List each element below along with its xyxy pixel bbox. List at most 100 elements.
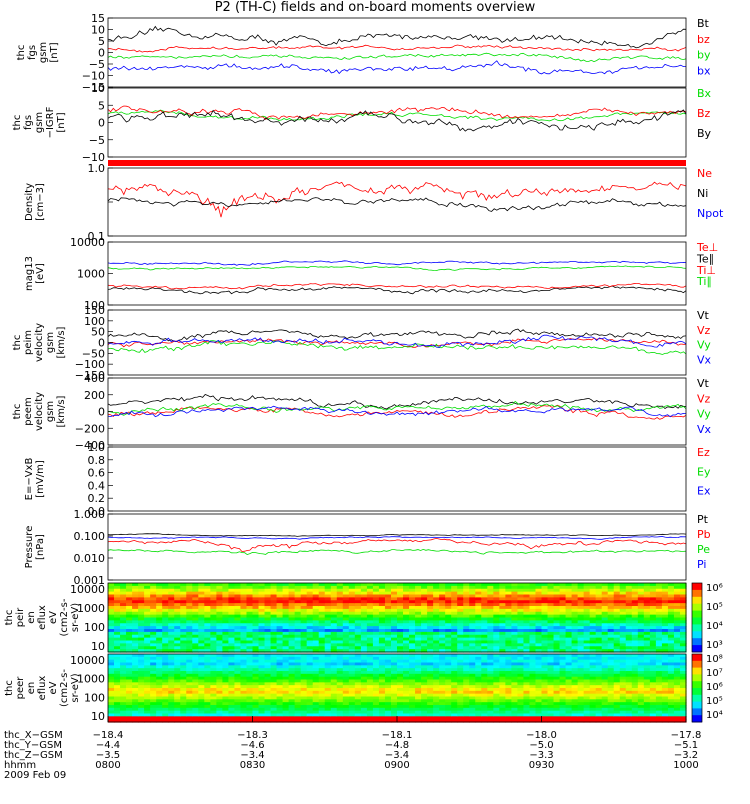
spectrogram-cell: [511, 606, 519, 610]
series-line-Bz: [107, 105, 687, 120]
spectrogram-cell: [673, 719, 681, 723]
spectrogram-cell: [348, 637, 356, 642]
spectrogram-cell: [246, 646, 254, 650]
spectrogram-cell: [493, 656, 500, 661]
spectrogram-cell: [439, 707, 446, 712]
spectrogram-cell: [384, 646, 392, 650]
spectrogram-cell: [559, 676, 567, 681]
spectrogram-cell: [397, 659, 404, 664]
spectrogram-cell: [667, 719, 675, 723]
spectrogram-cell: [601, 713, 609, 717]
spectrogram-cell: [403, 693, 410, 698]
date-label: 2009 Feb 09: [4, 770, 66, 781]
spectrogram-cell: [433, 699, 440, 703]
y-tick-label: 1000: [77, 673, 105, 686]
spectrogram-cell: [144, 611, 151, 616]
spectrogram-cell: [378, 688, 386, 692]
spectrogram-cell: [210, 626, 217, 630]
spectrogram-cell: [469, 617, 476, 621]
spectrogram-cell: [222, 631, 230, 636]
spectrogram-cell: [601, 591, 609, 596]
spectrogram-cell: [168, 626, 175, 630]
colorbar-segment: [692, 631, 702, 639]
spectrogram-cell: [246, 719, 254, 723]
spectrogram-cell: [120, 629, 127, 633]
spectrogram-cell: [132, 608, 139, 613]
spectrogram-cell: [348, 699, 356, 703]
spectrogram-cell: [264, 646, 272, 650]
spectrogram-cell: [475, 671, 482, 675]
spectrogram-cell: [264, 676, 272, 681]
spectrogram-cell: [661, 682, 669, 686]
spectrogram-cell: [192, 640, 199, 644]
spectrogram-cell: [511, 626, 519, 630]
spectrogram-cell: [523, 659, 531, 664]
spectrogram-cell: [547, 614, 555, 619]
spectrogram-cell: [433, 665, 440, 669]
spectrogram-cell: [559, 629, 567, 633]
spectrogram-cell: [409, 634, 416, 639]
spectrogram-cell: [384, 710, 392, 715]
spectrogram-cell: [228, 640, 236, 644]
spectrogram-cell: [318, 719, 326, 723]
spectrogram-cell: [445, 690, 452, 695]
spectrogram-cell: [577, 707, 585, 712]
spectrogram-cell: [445, 685, 452, 689]
spectrogram-cell: [601, 705, 609, 709]
spectrogram-cell: [180, 588, 187, 593]
spectrogram-cell: [511, 707, 519, 712]
spectrogram-cell: [589, 631, 597, 636]
spectrogram-cell: [475, 673, 482, 678]
spectrogram-cell: [661, 626, 669, 630]
spectrogram-cell: [162, 646, 169, 650]
spectrogram-cell: [397, 631, 404, 636]
spectrogram-cell: [547, 649, 555, 653]
spectrogram-cell: [222, 707, 230, 712]
spectrogram-cell: [559, 617, 567, 621]
spectrogram-cell: [667, 662, 675, 666]
spectrogram-cell: [493, 606, 500, 610]
spectrogram-cell: [330, 699, 338, 703]
spectrogram-cell: [637, 693, 645, 698]
spectrogram-cell: [517, 665, 525, 669]
spectrogram-cell: [240, 588, 248, 593]
spectrogram-cell: [433, 649, 440, 653]
spectrogram-cell: [619, 710, 627, 715]
spectrogram-cell: [451, 600, 458, 604]
spectrogram-cell: [162, 640, 169, 644]
spectrogram-cell: [234, 690, 242, 695]
spectrogram-cell: [667, 631, 675, 636]
spectrogram-cell: [378, 603, 386, 607]
spectrogram-cell: [607, 643, 615, 647]
spectrogram-cell: [120, 690, 127, 695]
spectrogram-cell: [192, 693, 199, 698]
spectrogram-cell: [655, 676, 663, 681]
spectrogram-cell: [499, 617, 506, 621]
spectrogram-cell: [318, 673, 326, 678]
spectrogram-cell: [601, 640, 609, 644]
spectrogram-cell: [535, 710, 543, 715]
spectrogram-cell: [228, 659, 236, 664]
spectrogram-cell: [415, 679, 422, 683]
spectrogram-cell: [120, 699, 127, 703]
spectrogram-cell: [126, 600, 133, 604]
spectrogram-cell: [553, 665, 561, 669]
spectrogram-cell: [168, 716, 175, 720]
spectrogram-cell: [409, 705, 416, 709]
spectrogram-cell: [397, 649, 404, 653]
spectrogram-cell: [547, 637, 555, 642]
spectrogram-cell: [625, 668, 633, 672]
spectrogram-cell: [631, 646, 639, 650]
spectrogram-cell: [186, 626, 193, 630]
spectrogram-cell: [258, 597, 266, 601]
spectrogram-cell: [144, 643, 151, 647]
spectrogram-cell: [409, 716, 416, 720]
spectrogram-cell: [246, 671, 254, 675]
spectrogram-cell: [222, 620, 230, 624]
spectrogram-cell: [156, 710, 163, 715]
spectrogram-cell: [330, 673, 338, 678]
spectrogram-cell: [312, 637, 320, 642]
spectrogram-cell: [264, 606, 272, 610]
spectrogram-cell: [631, 685, 639, 689]
spectrogram-cell: [246, 608, 254, 613]
